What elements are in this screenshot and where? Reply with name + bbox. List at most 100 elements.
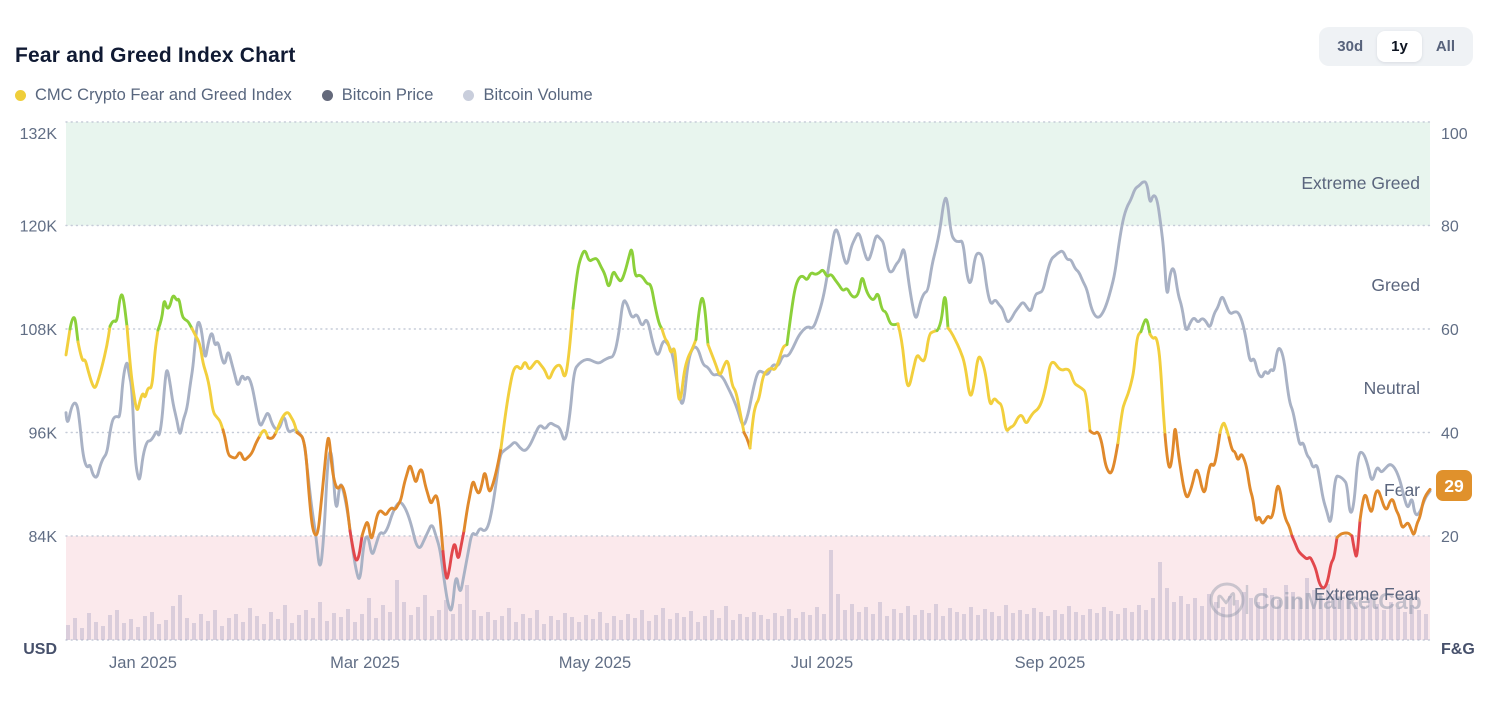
- y-axis-label-right: 100: [1441, 126, 1468, 143]
- volume-bar: [339, 617, 343, 640]
- volume-bar: [633, 618, 637, 640]
- volume-bar: [654, 615, 658, 640]
- fear-greed-index-line: [348, 529, 364, 562]
- volume-bar: [199, 614, 203, 640]
- y-axis-label-left: 132K: [20, 126, 58, 143]
- volume-bar: [444, 600, 448, 640]
- volume-bar: [1060, 614, 1064, 640]
- legend-item-bitcoin-price[interactable]: Bitcoin Price: [321, 86, 433, 105]
- volume-bar: [878, 602, 882, 640]
- volume-bar: [1382, 610, 1386, 640]
- fg-index-dot-icon: [15, 90, 26, 101]
- coinmarketcap-logo-m-icon: [1217, 592, 1236, 609]
- volume-bar: [1102, 607, 1106, 640]
- volume-bar: [1403, 612, 1407, 640]
- volume-bar: [1361, 606, 1365, 640]
- volume-bar: [136, 627, 140, 640]
- volume-bar: [1186, 604, 1190, 640]
- volume-bar: [605, 623, 609, 640]
- volume-bar: [227, 618, 231, 640]
- x-axis-label: Jan 2025: [109, 654, 177, 672]
- y-axis-label-right: 40: [1441, 426, 1459, 443]
- fear-greed-index-line: [1148, 332, 1167, 437]
- fear-greed-index-line: [1139, 318, 1152, 336]
- zone-label: Extreme Fear: [1314, 584, 1420, 604]
- volume-bar: [1263, 588, 1267, 640]
- zone-label: Greed: [1371, 275, 1420, 295]
- volume-bar: [318, 602, 322, 640]
- volume-bar: [213, 610, 217, 640]
- volume-bar: [1088, 609, 1092, 640]
- volume-bar: [535, 610, 539, 640]
- fear-greed-index-line: [946, 326, 1092, 433]
- volume-bar: [129, 619, 133, 640]
- volume-bar: [1389, 602, 1393, 640]
- volume-bar: [927, 613, 931, 640]
- volume-bar: [1417, 610, 1421, 640]
- fear-greed-index-line: [68, 316, 80, 344]
- volume-bar: [563, 613, 567, 640]
- volume-bar: [192, 623, 196, 640]
- volume-bar: [857, 612, 861, 640]
- legend-item-fg-index[interactable]: CMC Crypto Fear and Greed Index: [15, 86, 292, 105]
- volume-bar: [430, 616, 434, 640]
- volume-bar: [80, 628, 84, 640]
- volume-bar: [1025, 614, 1029, 640]
- volume-bar: [157, 624, 161, 640]
- volume-bar: [696, 622, 700, 640]
- volume-bar: [185, 618, 189, 640]
- volume-bar: [1312, 590, 1316, 640]
- volume-bar: [150, 612, 154, 640]
- y-axis-label-right: 80: [1441, 219, 1459, 236]
- range-button-all[interactable]: All: [1422, 31, 1469, 62]
- legend-item-bitcoin-volume[interactable]: Bitcoin Volume: [463, 86, 593, 105]
- volume-bar: [612, 616, 616, 640]
- volume-bar: [1326, 584, 1330, 640]
- volume-bar: [367, 598, 371, 640]
- bitcoin-price-dot-icon: [321, 90, 333, 101]
- volume-bar: [836, 594, 840, 640]
- volume-bar: [906, 606, 910, 640]
- y-axis-label-left: 84K: [29, 529, 58, 546]
- volume-bar: [241, 622, 245, 640]
- y-axis-unit-right: F&G: [1441, 641, 1475, 658]
- volume-bar: [66, 625, 70, 640]
- volume-bar: [1221, 607, 1225, 640]
- y-axis-label-right: 60: [1441, 322, 1459, 339]
- zone-label: Extreme Greed: [1301, 173, 1420, 193]
- volume-bar: [542, 624, 546, 640]
- range-button-1y[interactable]: 1y: [1377, 31, 1422, 62]
- volume-bar: [108, 615, 112, 640]
- volume-bar: [178, 595, 182, 640]
- volume-bar: [843, 610, 847, 640]
- range-button-30d[interactable]: 30d: [1323, 31, 1377, 62]
- y-axis-label-left: 108K: [20, 322, 58, 339]
- volume-bar: [521, 614, 525, 640]
- volume-bar: [913, 615, 917, 640]
- volume-bar: [73, 618, 77, 640]
- volume-bar: [325, 621, 329, 640]
- volume-bar: [346, 609, 350, 640]
- volume-bar: [381, 605, 385, 640]
- volume-bar: [885, 616, 889, 640]
- volume-bar: [465, 585, 469, 640]
- volume-bar: [1011, 613, 1015, 640]
- fear-greed-index-line: [274, 411, 299, 434]
- volume-bar: [1298, 598, 1302, 640]
- volume-bar: [668, 619, 672, 640]
- volume-bar: [626, 614, 630, 640]
- fear-greed-index-line: [706, 343, 746, 434]
- fear-greed-index-line: [125, 324, 160, 411]
- volume-bar: [759, 615, 763, 640]
- volume-bar: [255, 616, 259, 640]
- volume-bar: [745, 617, 749, 640]
- fear-greed-index-line: [896, 322, 939, 388]
- volume-bar: [528, 618, 532, 640]
- volume-bar: [1242, 592, 1246, 640]
- volume-bar: [1018, 610, 1022, 640]
- volume-bar: [808, 615, 812, 640]
- volume-bar: [934, 604, 938, 640]
- volume-bar: [1053, 610, 1057, 640]
- volume-bar: [1249, 598, 1253, 640]
